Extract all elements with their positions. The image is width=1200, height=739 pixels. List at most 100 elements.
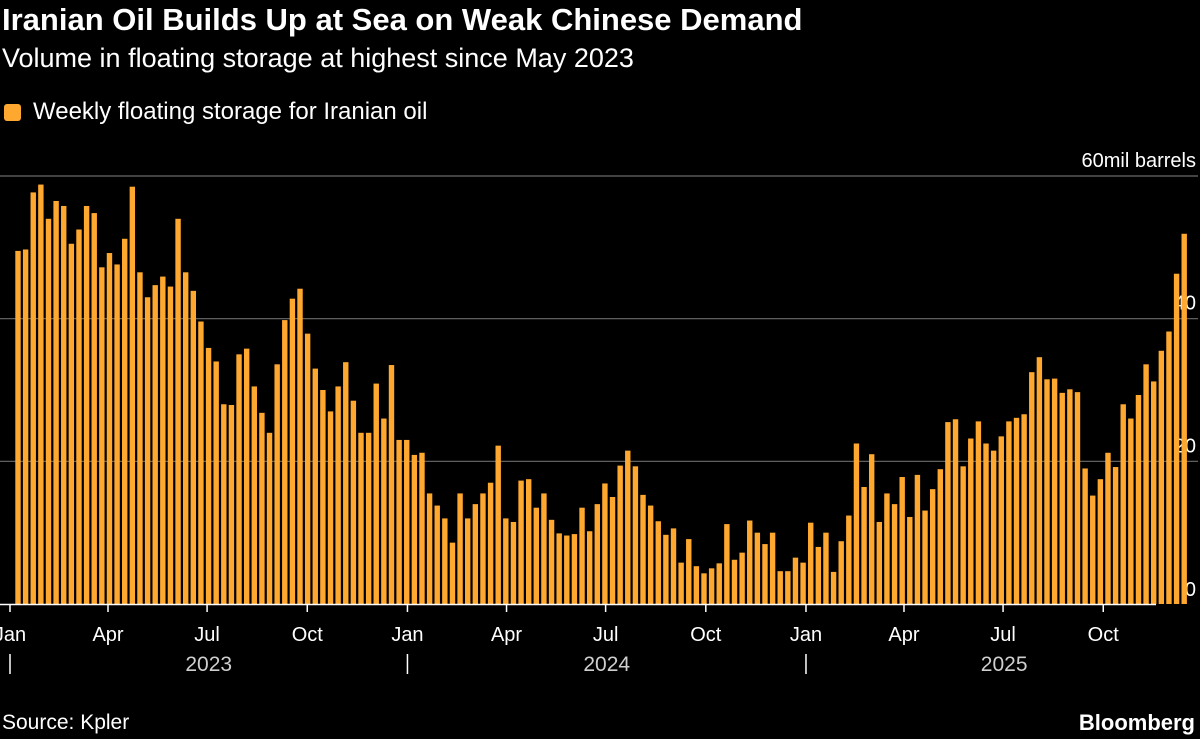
bar	[632, 466, 639, 604]
bar	[160, 276, 166, 604]
bar	[144, 297, 151, 604]
bar	[213, 361, 219, 604]
bar	[419, 452, 425, 604]
bar	[1158, 350, 1165, 604]
bar	[1044, 379, 1050, 604]
x-tick-label: Jan	[0, 624, 26, 646]
x-tick-label: Jul	[194, 624, 220, 646]
bar	[320, 390, 326, 604]
bar	[769, 532, 776, 604]
bar	[1013, 417, 1020, 604]
bar	[815, 546, 822, 604]
bar	[1151, 381, 1157, 604]
bar	[76, 229, 82, 604]
bar	[434, 505, 440, 604]
bar	[472, 504, 479, 604]
bar	[30, 192, 36, 604]
bar	[518, 480, 524, 604]
y-tick-label: 0	[1185, 579, 1196, 601]
bar	[853, 443, 860, 604]
bar	[670, 528, 677, 604]
bar	[53, 200, 59, 604]
bar	[533, 507, 540, 604]
x-tick-label: Oct	[292, 624, 324, 646]
bar	[777, 571, 783, 604]
bar	[388, 365, 395, 604]
bar	[868, 454, 875, 604]
bar	[1097, 479, 1104, 604]
bar	[358, 432, 364, 604]
bar	[960, 466, 966, 604]
bar	[190, 290, 197, 604]
bar	[396, 439, 402, 604]
bar	[411, 454, 418, 604]
bar	[487, 482, 494, 604]
bar	[586, 531, 593, 604]
x-tick-label: Jan	[391, 624, 423, 646]
bar	[861, 487, 867, 604]
bar	[495, 445, 501, 604]
bar	[686, 539, 692, 604]
bar	[282, 320, 288, 604]
bar	[122, 238, 128, 604]
x-tick-label: Jul	[990, 624, 1016, 646]
bar	[838, 541, 844, 604]
year-label: 2024	[583, 653, 630, 676]
bar	[823, 532, 829, 604]
bar	[449, 542, 456, 604]
bar	[61, 205, 67, 604]
bar	[945, 422, 951, 604]
bar	[1029, 372, 1035, 604]
x-tick-label: Jan	[790, 624, 822, 646]
bar	[800, 562, 806, 604]
bar	[426, 493, 433, 604]
bar	[929, 489, 936, 604]
bar	[38, 184, 44, 604]
bar	[891, 504, 898, 604]
legend-label: Weekly floating storage for Iranian oil	[33, 98, 428, 125]
bar	[579, 507, 585, 604]
bar	[91, 213, 97, 604]
bar	[297, 288, 303, 604]
bar	[998, 436, 1004, 604]
bar	[1166, 331, 1172, 604]
bar	[343, 362, 349, 604]
bar	[1090, 495, 1096, 604]
x-tick-label: Jul	[593, 624, 619, 646]
bar	[106, 253, 113, 605]
legend-swatch	[4, 103, 21, 121]
bar	[990, 450, 997, 604]
bar	[236, 354, 242, 604]
bar	[525, 479, 532, 604]
bar	[221, 404, 227, 604]
bar	[1181, 233, 1187, 604]
bloomberg-logo: Bloomberg	[1078, 710, 1195, 735]
bar	[83, 205, 90, 604]
bar	[1059, 392, 1065, 604]
bar	[724, 524, 730, 604]
bar	[609, 497, 616, 604]
bar	[876, 521, 883, 604]
bar	[99, 267, 105, 604]
bar	[350, 400, 357, 604]
bar	[678, 562, 684, 604]
bar	[647, 505, 654, 604]
bar	[747, 520, 753, 604]
bar	[198, 321, 204, 604]
bar	[442, 518, 448, 604]
bar	[655, 521, 661, 604]
bar	[663, 534, 669, 604]
bar	[914, 474, 921, 604]
bar	[480, 493, 486, 604]
bar	[693, 566, 700, 604]
bar	[137, 272, 143, 604]
bar	[175, 218, 181, 605]
bar	[731, 559, 738, 604]
year-label: 2025	[981, 653, 1028, 676]
bar	[1067, 389, 1073, 604]
bar	[754, 532, 761, 604]
x-tick-label: Oct	[1088, 624, 1120, 646]
bar	[373, 383, 379, 604]
bar	[846, 515, 852, 604]
